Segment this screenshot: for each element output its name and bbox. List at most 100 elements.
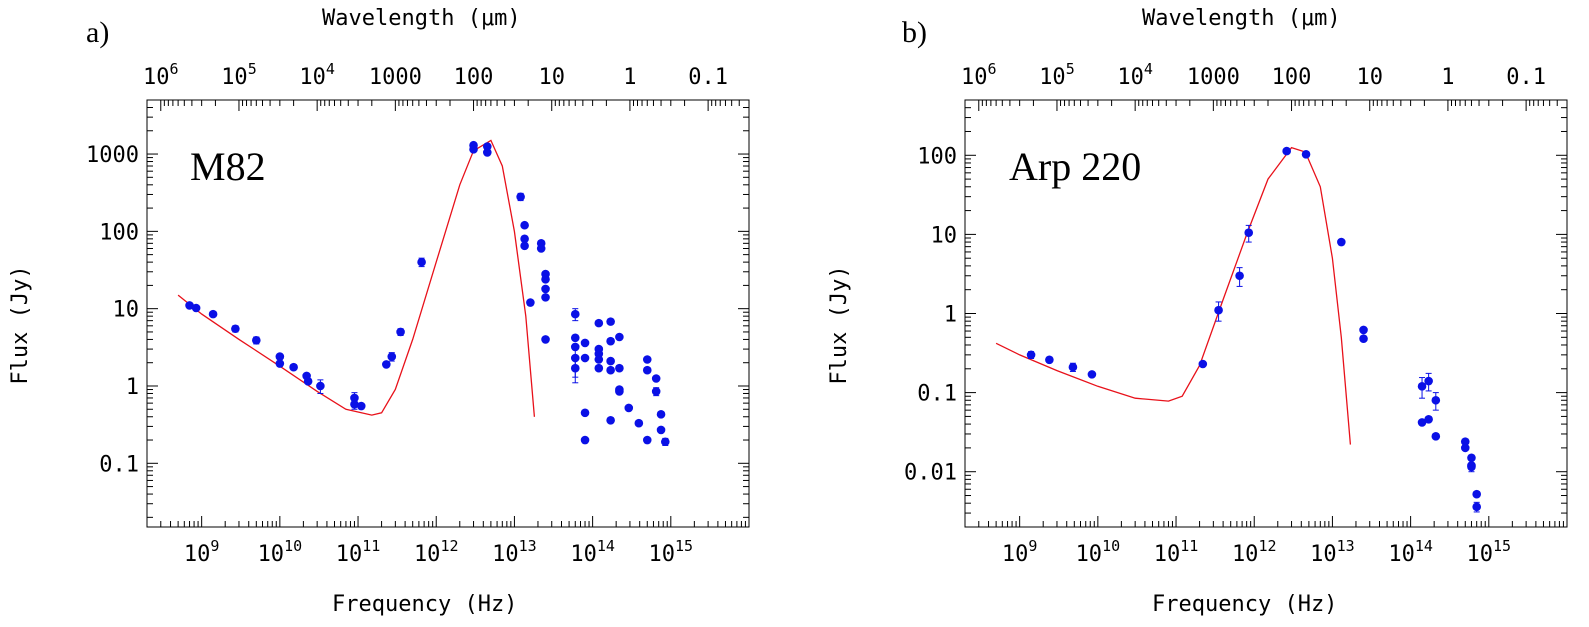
panel-a-top-tick-label: 106 [143,60,179,90]
panel-a-top-tick-label: 0.1 [688,65,728,90]
panel-a-x-tick-label: 1010 [258,537,303,567]
panel-a-y-tick-label: 10 [113,298,140,323]
panel-a-y-tick-label: 100 [99,220,139,245]
panel-b-data-point [1087,370,1097,379]
panel-a-data-point [191,303,201,313]
panel-a-x-tick-label: 1015 [649,537,694,567]
panel-a-data-point [541,335,550,344]
panel-a-top-tick-label: 10 [538,65,565,90]
panel-b-data-point [1424,376,1433,386]
panel-b-y-tick-label: 10 [931,223,958,248]
panel-a-data-point [417,257,426,267]
panel-b-x-tick-label: 1015 [1467,537,1512,567]
panel-a-data-point [483,148,492,157]
panel-b-top-tick-label: 10 [1356,65,1383,90]
panel-a-top-tick-label: 1 [623,65,636,90]
panel-a-data-point [520,234,529,244]
panel-a-data-point [520,220,529,230]
panel-a-x-tick-label: 1014 [570,537,615,567]
panel-b-data-point [1244,228,1254,238]
panel-b-y-axis-label: Flux (Jy) [827,265,852,384]
panel-b-data-point [1337,237,1346,247]
panel-a-data-point [382,360,391,369]
panel-b-top-tick-label: 104 [1117,60,1153,90]
panel-a-data-point [536,244,546,253]
panel-b: b) Arp 220 Wavelength (μm) Frequency (Hz… [827,6,1568,617]
panel-a-data-point [606,365,615,375]
panel-b-top-tick-label: 0.1 [1506,65,1546,90]
panel-a-data-point [469,145,478,154]
panel-b-data-point [1045,355,1054,365]
panel-a-data-point [615,332,624,342]
panel-a-data-point [615,363,624,373]
panel-a-data-point [316,381,325,391]
panel-a-data-point [642,365,652,375]
panel-a-data-point [541,293,550,302]
panel-a-y-axis-label: Flux (Jy) [8,265,33,384]
panel-b-data-point [1301,149,1311,159]
panel-b-y-tick-label: 0.1 [917,382,957,407]
panel-a-frame [146,99,750,528]
panel-a-data-point [642,355,652,364]
panel-b-top-tick-label: 100 [1272,65,1312,90]
panel-a-y-tick-label: 0.1 [99,452,139,477]
panel-b-letter: b) [902,16,927,49]
panel-b-top-axis-label: Wavelength (μm) [1142,6,1341,31]
panel-b-data-point [1472,489,1481,499]
panel-a-data-point [275,352,285,361]
panel-b-data-point [1467,462,1476,472]
panel-a-data-point [656,410,666,419]
panel-b-data-point [1282,146,1291,156]
panel-a-data-point [208,309,218,319]
panel-a-data-point [541,284,550,294]
panel-a-x-tick-label: 1011 [336,537,381,567]
panel-a-data-point [615,387,624,396]
panel-b-data-point [1460,437,1470,446]
panel-a-top-tick-label: 105 [221,60,257,90]
panel-a-x-tick-label: 1013 [492,537,537,567]
panel-b-data-point [1472,502,1481,512]
panel-a-data-point [387,352,397,361]
panel-b-top-tick-label: 1000 [1187,65,1240,90]
panel-a-letter: a) [86,16,109,49]
panel-b-data-point [1026,350,1036,360]
panel-a-data-point [624,403,634,413]
panel-a-y-tick-label: 1000 [86,143,139,168]
panel-a-data-point [594,355,604,364]
panel-a-data-point [594,318,604,328]
panel-a-data-point [275,359,285,368]
panel-b-x-tick-label: 1014 [1388,537,1433,567]
panel-a-data-point [634,418,644,428]
panel-b-data-point [1068,362,1078,372]
panel-a-data-point [606,415,615,425]
panel-a-data-point [580,408,590,418]
panel-a-data-point [520,241,529,251]
panel-b-data-point [1424,414,1433,424]
panel-b-data-point [1460,443,1470,453]
panel-b-data-point [1431,395,1441,405]
panel-b-x-tick-label: 109 [1002,537,1038,567]
panel-a-data-point [356,401,366,411]
panel-b-x-tick-label: 1013 [1310,537,1355,567]
panel-a-data-point [252,335,261,345]
panel-b-y-tick-label: 1 [944,303,957,328]
panel-a-x-tick-label: 1012 [414,537,459,567]
panel-a-top-tick-label: 100 [454,65,494,90]
panel-a-data-point [396,327,405,337]
panel-b-data-point [1235,271,1244,281]
panel-a-marks [177,139,670,447]
panel-b-top-tick-label: 106 [961,60,997,90]
panel-b-data-point [1431,432,1441,441]
panel-a-data-point [642,435,652,445]
panel-a-x-tick-label: 109 [184,537,220,567]
panel-a-data-point [303,376,313,386]
panel-a-data-point [350,399,359,409]
panel-a-data-point [656,425,666,435]
panel-a-data-point [651,374,661,383]
panel-a-data-point [231,324,240,334]
panel-a-object-label: M82 [190,144,266,189]
panel-b-data-point [1359,325,1368,335]
